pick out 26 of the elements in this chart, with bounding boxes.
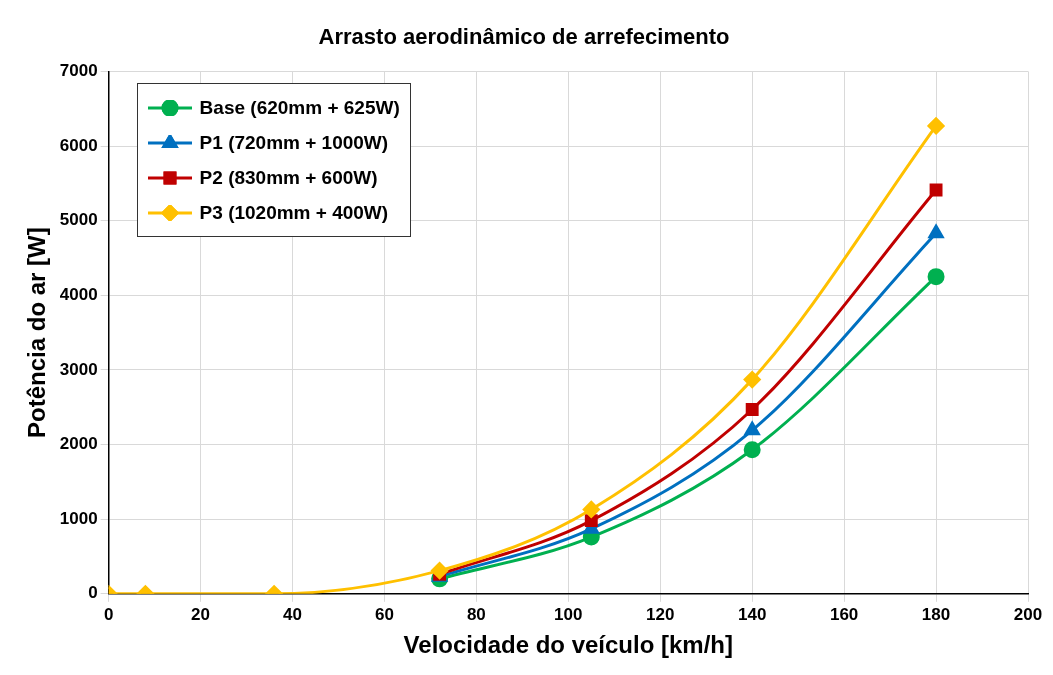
x-tick-label: 160 [829, 604, 859, 624]
y-tick-label: 6000 [59, 135, 98, 155]
x-tick-label: 20 [191, 604, 211, 624]
x-tick-label: 40 [283, 604, 302, 624]
x-tick-label: 120 [646, 604, 675, 624]
legend-label: Base (620mm + 625W) [199, 96, 400, 119]
x-tick-label: 60 [374, 604, 394, 624]
y-tick-label: 4000 [59, 284, 98, 304]
x-tick-label: 100 [554, 604, 583, 624]
x-tick-label: 180 [921, 604, 951, 624]
y-axis-title: Potência do ar [W] [23, 227, 51, 438]
chart-title: Arrasto aerodinâmico de arrefecimento [318, 24, 730, 50]
x-tick-label: 80 [466, 604, 486, 624]
y-tick-label: 2000 [59, 434, 98, 454]
legend-label: P2 (830mm + 600W) [199, 166, 378, 189]
x-tick-label: 140 [738, 604, 767, 624]
x-tick-label: 0 [103, 604, 114, 624]
legend-label: P1 (720mm + 1000W) [199, 131, 389, 154]
x-axis-title: Velocidade do veículo [km/h] [403, 631, 734, 659]
y-tick-label: 7000 [59, 61, 98, 81]
legend-label: P3 (1020mm + 400W) [199, 201, 389, 224]
y-tick-label: 0 [88, 583, 98, 603]
y-tick-label: 1000 [59, 508, 98, 528]
x-tick-label: 200 [1013, 604, 1043, 624]
y-tick-label: 5000 [59, 210, 98, 230]
y-tick-label: 3000 [59, 359, 98, 379]
